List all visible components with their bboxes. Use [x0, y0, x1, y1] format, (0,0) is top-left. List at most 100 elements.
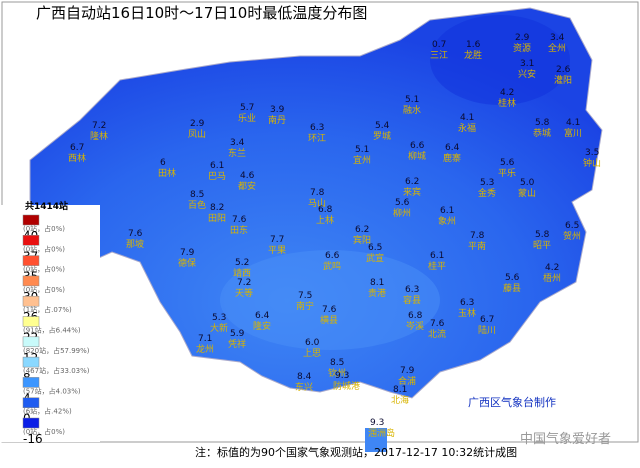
station-value: 6.3: [460, 298, 474, 308]
station-value: 6.5: [368, 243, 382, 253]
legend-note: (0站，占0%): [23, 224, 65, 233]
station-value: 4.6: [240, 171, 255, 181]
station-value: 7.7: [270, 235, 284, 245]
station-name: 天等: [235, 287, 253, 299]
station-name: 恭城: [533, 128, 551, 139]
legend-note: (820站，占57.99%): [23, 346, 90, 355]
station-value: 5.7: [240, 103, 254, 113]
station-value: 2.9: [515, 33, 530, 43]
station-name: 三江: [430, 50, 448, 61]
station-value: 3.9: [270, 105, 285, 115]
station-value: 5.6: [505, 273, 520, 283]
station-value: 7.9: [180, 248, 195, 258]
station-value: 5.0: [520, 178, 535, 188]
station-value: 6.7: [480, 315, 494, 325]
station-value: 8.5: [190, 190, 204, 200]
station-value: 6: [160, 158, 166, 168]
station-value: 7.2: [92, 121, 106, 131]
station-value: 2.9: [190, 119, 205, 129]
station-name: 环江: [308, 133, 326, 144]
footer-note: 注：标值的为90个国家气象观测站，2017-12-17 10:32统计成图: [195, 445, 517, 459]
station-name: 贵港: [368, 287, 386, 299]
station-name: 永福: [458, 122, 476, 134]
station-value: 6.5: [565, 221, 579, 231]
station-name: 龙州: [196, 343, 214, 355]
station-name: 上林: [316, 214, 334, 226]
station-value: 6.6: [325, 251, 340, 261]
station-value: 5.6: [395, 198, 410, 208]
station-value: 3.4: [550, 33, 565, 43]
legend-swatch: [22, 377, 40, 388]
station-value: 2.6: [556, 65, 571, 75]
station-value: 7.6: [430, 319, 445, 329]
station-value: 6.3: [405, 285, 419, 295]
station-value: 6.4: [445, 143, 460, 153]
station-value: 6.1: [210, 161, 224, 171]
cold-area: [430, 15, 570, 105]
legend-swatch: [22, 235, 40, 246]
station-name: 凤山: [188, 129, 206, 140]
station-value: 5.4: [375, 121, 390, 131]
station-name: 大新: [210, 322, 228, 334]
station-value: 4.2: [500, 88, 514, 98]
station-value: 5.9: [230, 329, 245, 339]
legend-swatch: [22, 316, 40, 327]
station-value: 4.2: [545, 263, 559, 273]
station-name: 那坡: [126, 238, 144, 250]
station-value: 7.8: [310, 188, 325, 198]
legend-note: (1站，占.07%): [23, 305, 72, 314]
legend-note: (57站，占4.03%): [23, 386, 81, 395]
station-name: 百色: [188, 199, 206, 211]
station-name: 全州: [548, 42, 566, 54]
station-value: 7.9: [400, 366, 415, 376]
station-name: 融水: [403, 104, 421, 116]
station-name: 柳州: [393, 207, 411, 219]
station-value: 6.7: [70, 143, 84, 153]
station-name: 防城港: [333, 380, 360, 392]
station-name: 西林: [68, 152, 86, 164]
station-name: 罗城: [373, 131, 391, 142]
station-name: 南宁: [296, 300, 314, 312]
legend-swatch: [22, 397, 40, 408]
station-value: 5.6: [500, 158, 515, 168]
station-name: 横县: [320, 314, 338, 326]
station-name: 兴安: [518, 68, 536, 80]
station-value: 7.1: [198, 334, 212, 344]
legend-note: (0站，占0%): [23, 285, 65, 294]
station-name: 龙胜: [464, 49, 482, 61]
station-value: 3.4: [230, 138, 245, 148]
station-name: 象州: [438, 215, 456, 227]
title: 广西自动站16日10时～17日10时最低温度分布图: [36, 4, 367, 22]
station-value: 7.6: [322, 305, 337, 315]
legend-total: 共1414站: [25, 200, 68, 212]
station-name: 宜州: [353, 154, 371, 166]
station-name: 武宣: [366, 252, 384, 264]
station-name: 鹿寨: [443, 152, 461, 164]
station-value: 4.1: [566, 118, 580, 128]
legend-swatch: [22, 356, 40, 368]
station-value: 1.6: [466, 40, 481, 50]
station-name: 玉林: [458, 307, 476, 319]
station-value: 7.8: [470, 231, 485, 241]
station-name: 桂林: [498, 97, 516, 109]
station-value: 5.1: [355, 145, 369, 155]
station-name: 藤县: [503, 282, 521, 294]
maker: 广西区气象台制作: [468, 395, 556, 409]
station-name: 岑溪: [406, 320, 424, 332]
station-value: 7.6: [128, 229, 143, 239]
station-value: 8.4: [297, 372, 312, 382]
station-name: 凭祥: [228, 338, 246, 350]
station-value: 6.2: [405, 177, 419, 187]
legend-note: (0站，占0%): [23, 427, 65, 436]
station-name: 武鸣: [323, 260, 341, 272]
station-name: 梧州: [543, 272, 561, 284]
station-name: 上思: [303, 348, 321, 359]
station-value: 5.8: [535, 230, 550, 240]
legend-note: (91站，占6.44%): [23, 326, 81, 335]
station-name: 北海: [391, 394, 409, 406]
legend-swatch: [22, 255, 40, 266]
station-name: 宾阳: [353, 234, 371, 246]
station-value: 6.4: [255, 311, 270, 321]
station-value: 5.1: [405, 95, 419, 105]
